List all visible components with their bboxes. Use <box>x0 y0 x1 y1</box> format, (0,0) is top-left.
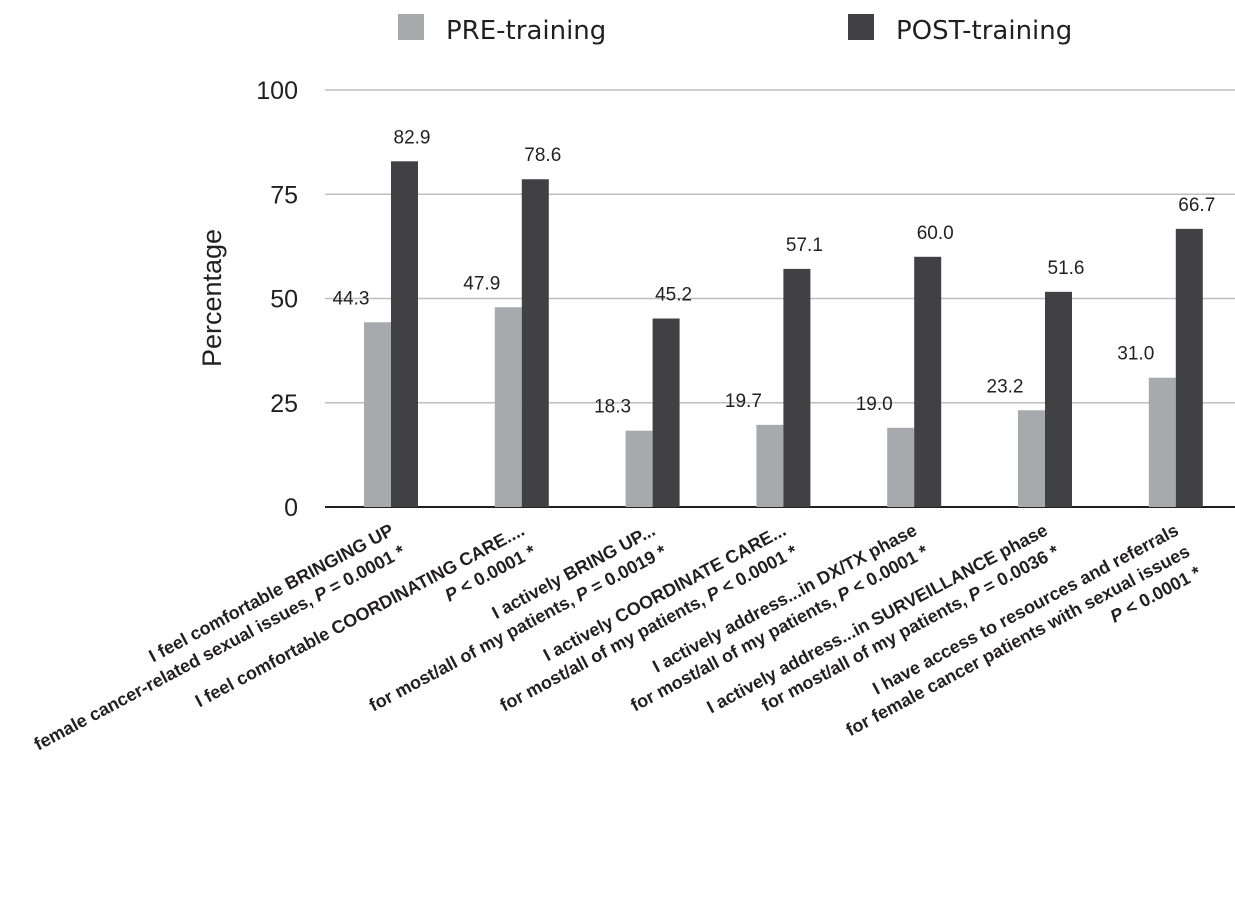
y-tick-label: 25 <box>270 390 298 418</box>
legend-label-pre-training: PRE-training <box>446 16 606 46</box>
y-axis-ticks: 0 25 50 75 100 <box>256 77 298 522</box>
bar-post-6 <box>1045 291 1072 507</box>
value-label-post-4: 57.1 <box>786 235 823 256</box>
value-labels: 44.3 47.9 18.3 19.7 19.0 23.2 31.0 82.9 78.6 45.2… <box>333 127 1216 417</box>
value-label-pre-1: 44.3 <box>333 288 370 309</box>
value-label-pre-3: 18.3 <box>594 397 631 418</box>
value-label-pre-5: 19.0 <box>856 394 893 415</box>
value-label-post-6: 51.6 <box>1048 258 1085 279</box>
p-value-letter: P <box>703 582 724 606</box>
bar-pre-6 <box>1018 410 1045 507</box>
bar-pre-5 <box>887 427 915 507</box>
bar-post-3 <box>652 318 680 507</box>
p-value-letter: P <box>572 582 593 606</box>
value-label-pre-6: 23.2 <box>987 376 1024 397</box>
value-label-post-7: 66.7 <box>1178 195 1215 216</box>
bar-pre-3 <box>625 430 653 507</box>
y-axis-title: Percentage <box>197 229 227 367</box>
value-label-post-5: 60.0 <box>917 223 954 244</box>
value-label-pre-2: 47.9 <box>463 273 500 294</box>
p-value-letter: P <box>442 582 463 606</box>
legend-swatch-post-training <box>848 14 874 40</box>
value-label-pre-4: 19.7 <box>725 391 762 412</box>
y-tick-label: 100 <box>256 77 298 105</box>
bar-pre-7 <box>1148 377 1176 507</box>
bar-pre-2 <box>494 307 522 507</box>
legend: PRE-training POST-training <box>398 14 1072 46</box>
value-label-post-1: 82.9 <box>394 127 431 148</box>
bar-post-4 <box>783 268 811 507</box>
legend-label-post-training: POST-training <box>896 16 1072 46</box>
bar-pre-4 <box>756 424 784 507</box>
p-value-letter: P <box>965 582 986 606</box>
bar-post-1 <box>391 161 418 507</box>
bars <box>364 161 1203 507</box>
bar-post-7 <box>1175 228 1203 507</box>
category-label-line: female cancer-related sexual issues, P =… <box>31 541 408 754</box>
p-value-letter: P <box>311 582 332 606</box>
category-label-1: I feel comfortable BRINGING UPfemale can… <box>19 520 408 755</box>
p-value-letter: P <box>1107 603 1128 627</box>
value-label-post-3: 45.2 <box>655 285 692 306</box>
legend-swatch-pre-training <box>398 14 424 40</box>
category-labels: I feel comfortable BRINGING UPfemale can… <box>19 520 1204 755</box>
bar-post-5 <box>914 256 942 507</box>
y-tick-label: 50 <box>270 286 298 314</box>
category-label-line: I feel comfortable BRINGING UP <box>146 520 397 666</box>
y-tick-label: 75 <box>270 181 298 209</box>
p-value-letter: P <box>834 582 855 606</box>
bar-pre-1 <box>364 322 391 507</box>
value-label-pre-7: 31.0 <box>1117 344 1154 365</box>
bar-post-2 <box>521 179 549 507</box>
y-tick-label: 0 <box>284 494 298 522</box>
value-label-post-2: 78.6 <box>524 145 561 166</box>
